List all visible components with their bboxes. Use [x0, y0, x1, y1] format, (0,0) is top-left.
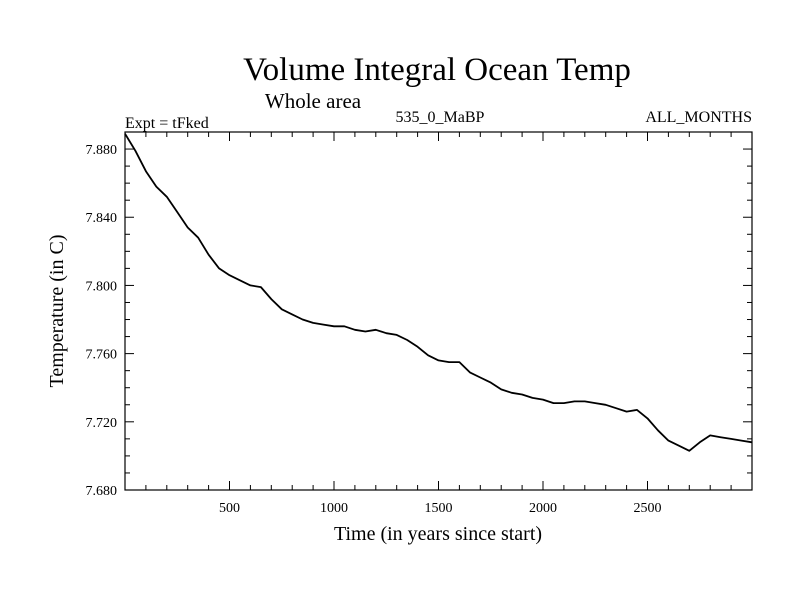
plot-frame	[124, 131, 753, 491]
x-tick-label: 1500	[425, 501, 453, 516]
y-tick-label: 7.720	[86, 416, 118, 431]
run-label: 535_0_MaBP	[396, 109, 485, 126]
y-tick-label: 7.840	[86, 211, 118, 226]
y-axis-label: Temperature (in C)	[46, 235, 68, 388]
axis-ticks	[125, 132, 752, 490]
y-tick-label: 7.680	[86, 484, 118, 499]
y-tick-label: 7.800	[86, 279, 118, 294]
months-label: ALL_MONTHS	[645, 109, 752, 126]
tick-labels: 500 1000 1500 2000 2500 7.680 7.720 7.760 7.800 7…	[86, 143, 662, 516]
x-tick-label: 2500	[634, 501, 662, 516]
x-axis-label: Time (in years since start)	[334, 523, 542, 545]
y-tick-label: 7.760	[86, 348, 118, 363]
y-tick-label: 7.880	[86, 143, 118, 158]
chart-title: Volume Integral Ocean Temp	[243, 52, 631, 88]
temperature-series-line	[124, 133, 753, 452]
chart-subtitle: Whole area	[265, 89, 362, 113]
x-tick-label: 1000	[320, 501, 348, 516]
experiment-label: Expt = tFked	[125, 115, 209, 132]
x-tick-label: 500	[219, 501, 240, 516]
x-tick-label: 2000	[529, 501, 557, 516]
